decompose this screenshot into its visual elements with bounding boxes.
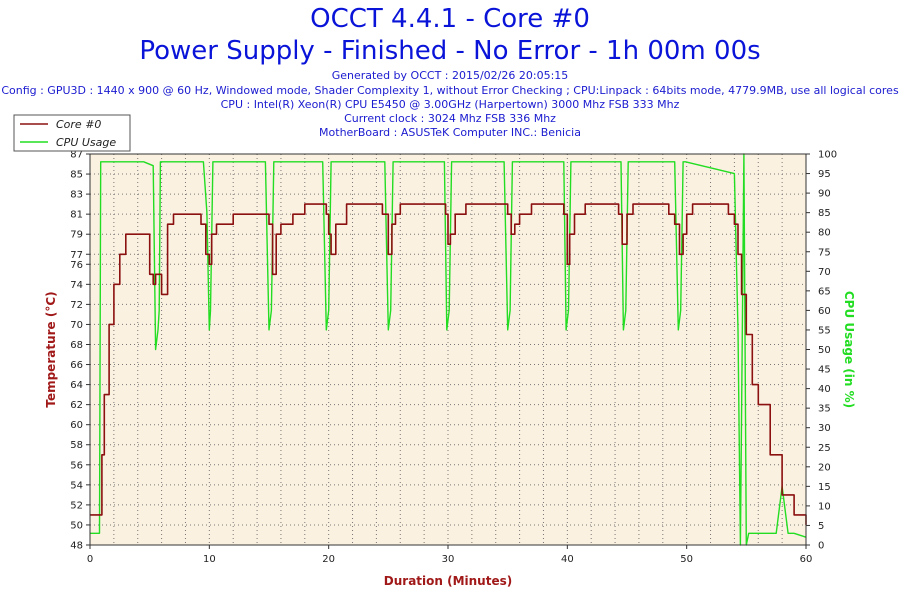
x-tick-label: 40 bbox=[561, 554, 574, 565]
y-tick-label: 48 bbox=[70, 541, 83, 552]
generated-line: Generated by OCCT : 2015/02/26 20:05:15 bbox=[331, 69, 569, 82]
y-tick-label: 52 bbox=[70, 500, 83, 511]
x-tick-label: 10 bbox=[203, 554, 216, 565]
chart-title: OCCT 4.4.1 - Core #0 bbox=[310, 4, 590, 34]
y-tick-label: 68 bbox=[70, 340, 83, 351]
y2-axis-label: CPU Usage (in %) bbox=[842, 291, 856, 408]
series-line-core bbox=[90, 203, 807, 525]
y2-tick-label: 20 bbox=[818, 462, 831, 473]
y2-tick-label: 30 bbox=[818, 423, 831, 434]
y2-tick-label: 80 bbox=[818, 228, 831, 239]
y-axis-label: Temperature (°C) bbox=[44, 291, 58, 407]
y-tick-label: 74 bbox=[70, 280, 83, 291]
x-tick-label: 60 bbox=[800, 554, 813, 565]
y-tick-label: 54 bbox=[70, 480, 83, 491]
y2-tick-label: 10 bbox=[818, 501, 831, 512]
y2-tick-label: 100 bbox=[818, 150, 837, 161]
series-layer bbox=[90, 153, 807, 546]
config-line: Config : GPU3D : 1440 x 900 @ 60 Hz, Win… bbox=[1, 84, 899, 97]
y-tick-label: 56 bbox=[70, 460, 83, 471]
y2-tick-label: 15 bbox=[818, 482, 831, 493]
legend: Core #0 CPU Usage bbox=[13, 114, 131, 152]
series-line-cpu-usage bbox=[90, 153, 807, 546]
y-tick-label: 87 bbox=[70, 150, 83, 161]
y-tick-label: 50 bbox=[70, 520, 83, 531]
y2-tick-label: 95 bbox=[818, 169, 831, 180]
y2-tick-label: 40 bbox=[818, 384, 831, 395]
y-tick-label: 62 bbox=[70, 400, 83, 411]
y-tick-label: 79 bbox=[70, 230, 83, 241]
y2-tick-label: 55 bbox=[818, 325, 831, 336]
y2-tick-label: 75 bbox=[818, 247, 831, 258]
y-tick-label: 70 bbox=[70, 320, 83, 331]
y2-tick-label: 70 bbox=[818, 267, 831, 278]
y2-tick-label: 65 bbox=[818, 286, 831, 297]
clock-line: Current clock : 3024 Mhz FSB 336 Mhz bbox=[344, 112, 556, 125]
motherboard-line: MotherBoard : ASUSTeK Computer INC.: Ben… bbox=[319, 126, 581, 139]
y2-tick-label: 85 bbox=[818, 208, 831, 219]
legend-label-core: Core #0 bbox=[56, 118, 101, 131]
y2-tick-label: 35 bbox=[818, 404, 831, 415]
y-tick-label: 58 bbox=[70, 440, 83, 451]
y-tick-label: 60 bbox=[70, 420, 83, 431]
y2-tick-label: 25 bbox=[818, 443, 831, 454]
y2-tick-label: 60 bbox=[818, 306, 831, 317]
y2-tick-label: 45 bbox=[818, 365, 831, 376]
y-tick-label: 72 bbox=[70, 300, 83, 311]
axis-ticks: 0 10 20 30 40 50 60485052545658606264666870727… bbox=[70, 150, 837, 566]
x-tick-label: 20 bbox=[322, 554, 335, 565]
y-tick-label: 83 bbox=[70, 190, 83, 201]
y-tick-label: 64 bbox=[70, 380, 83, 391]
y-tick-label: 85 bbox=[70, 170, 83, 181]
y2-tick-label: 90 bbox=[818, 189, 831, 200]
chart-subtitle: Power Supply - Finished - No Error - 1h … bbox=[139, 36, 761, 66]
y2-tick-label: 50 bbox=[818, 345, 831, 356]
y-tick-label: 76 bbox=[70, 260, 83, 271]
y-tick-label: 77 bbox=[70, 250, 83, 261]
x-axis-label: Duration (Minutes) bbox=[384, 574, 512, 588]
y2-tick-label: 5 bbox=[818, 521, 824, 532]
x-tick-label: 50 bbox=[680, 554, 693, 565]
legend-label-cpu: CPU Usage bbox=[56, 136, 116, 149]
y-tick-label: 66 bbox=[70, 360, 83, 371]
x-tick-label: 30 bbox=[442, 554, 455, 565]
x-tick-label: 0 bbox=[87, 554, 93, 565]
y2-tick-label: 0 bbox=[818, 541, 824, 552]
y-tick-label: 81 bbox=[70, 210, 83, 221]
cpu-line: CPU : Intel(R) Xeon(R) CPU E5450 @ 3.00G… bbox=[220, 98, 680, 111]
